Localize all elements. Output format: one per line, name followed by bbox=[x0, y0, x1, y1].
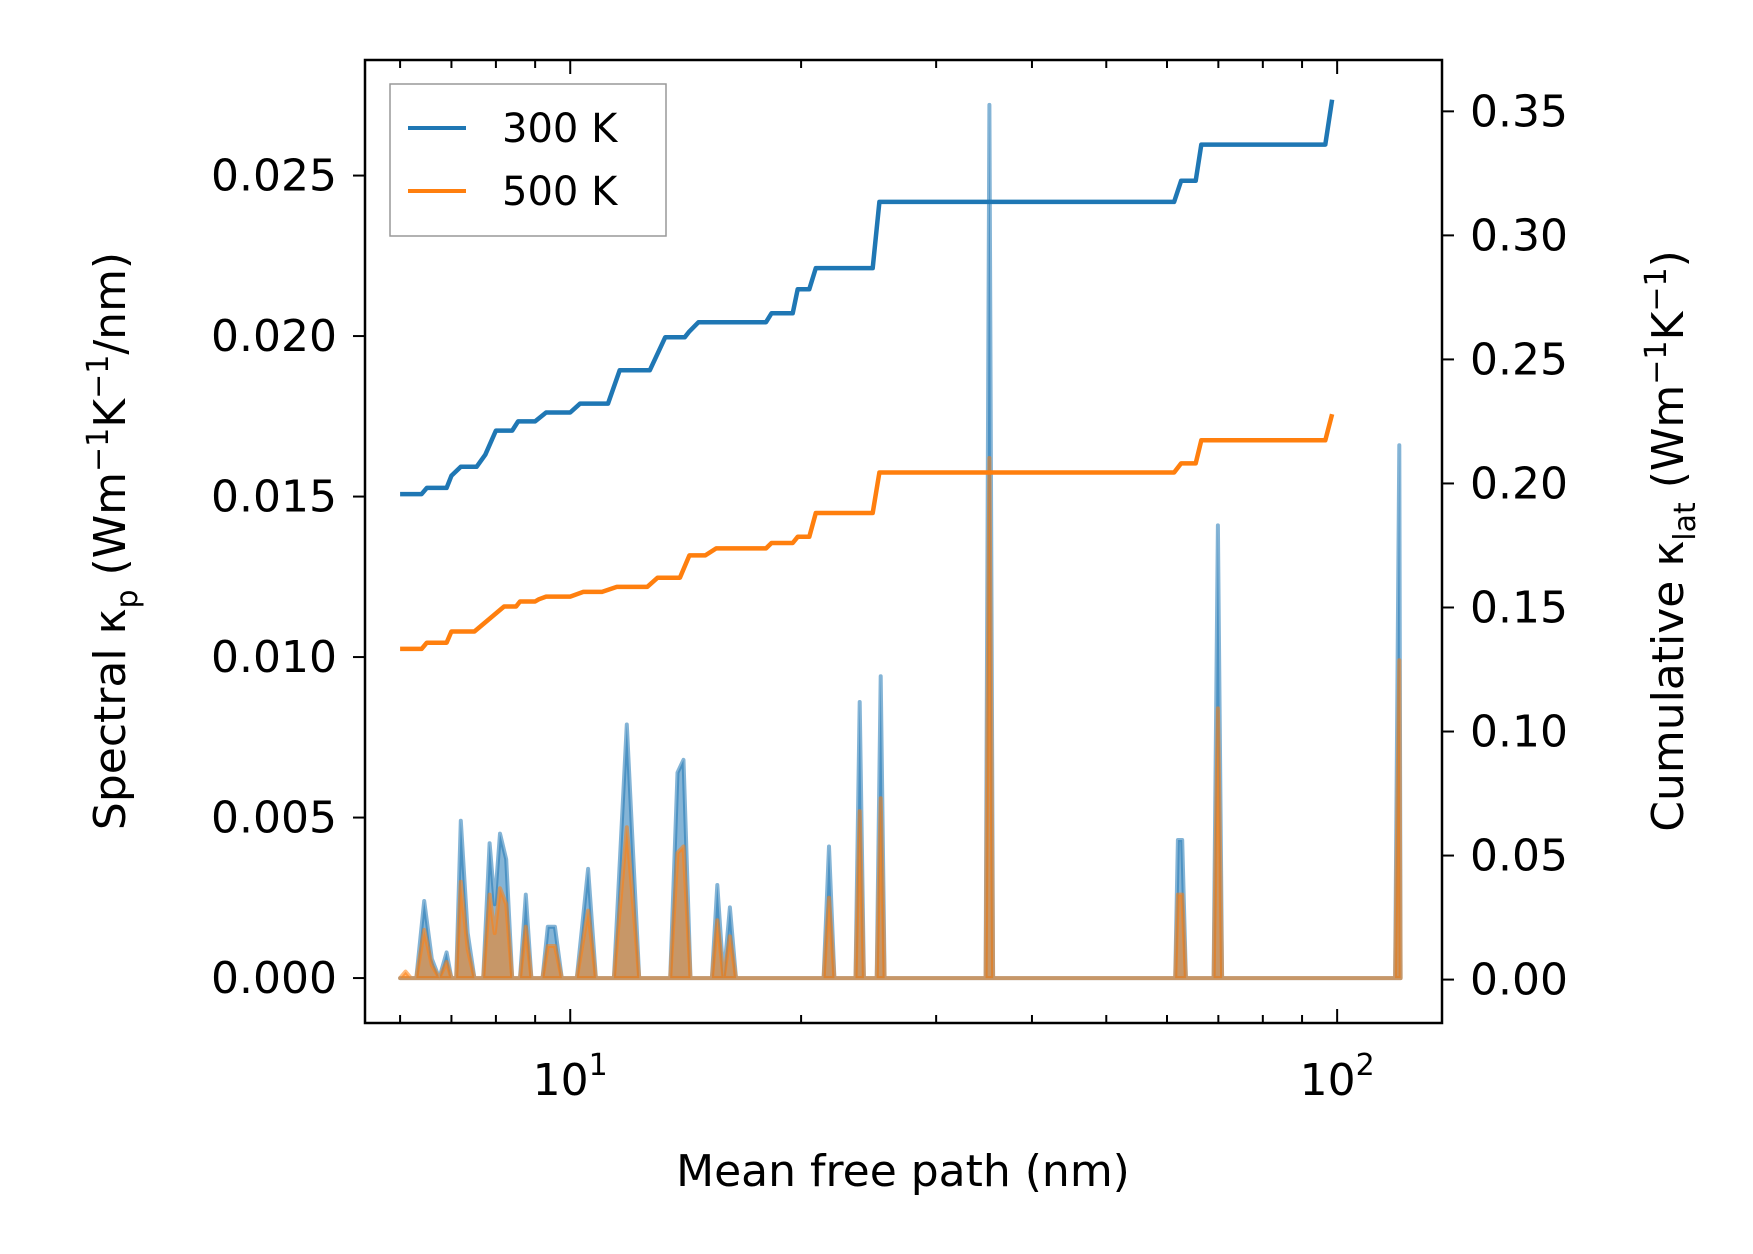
ticks-layer bbox=[353, 60, 1454, 1023]
tick-labels-layer: 0.000 0.005 0.010 0.015 0.020 0.025 0.00 0.05 0.… bbox=[211, 86, 1568, 1106]
x-axis-title: Mean free path (nm) bbox=[676, 1146, 1130, 1197]
left-y-tick-label: 0.020 bbox=[211, 311, 337, 362]
legend-frame bbox=[389, 83, 667, 237]
left-y-axis-title: Spectral κp (Wm−1K−1/nm) bbox=[81, 252, 145, 830]
cumulative-line-500k bbox=[400, 413, 1335, 652]
legend-label-500k: 500 K bbox=[502, 169, 619, 215]
cumulative-line-300k bbox=[400, 99, 1335, 497]
right-y-tick-label: 0.35 bbox=[1470, 86, 1568, 137]
left-y-tick-label: 0.025 bbox=[211, 151, 337, 202]
legend: 300 K 500 K bbox=[389, 83, 667, 237]
plot-frame bbox=[363, 58, 1444, 1025]
left-y-tick-label: 0.000 bbox=[211, 953, 337, 1004]
left-y-tick-label: 0.005 bbox=[211, 793, 337, 844]
cumulative-series-layer bbox=[400, 99, 1335, 652]
left-y-tick-label: 0.015 bbox=[211, 472, 337, 523]
right-y-tick-label: 0.10 bbox=[1470, 707, 1568, 758]
legend-label-300k: 300 K bbox=[502, 106, 619, 152]
right-y-axis-title: Cumulative κlat (Wm−1K−1) bbox=[1639, 250, 1703, 832]
right-y-tick-label: 0.05 bbox=[1470, 831, 1568, 882]
right-y-tick-label: 0.25 bbox=[1470, 334, 1568, 385]
x-tick-label: 102 bbox=[1300, 1048, 1375, 1106]
x-tick-label: 101 bbox=[533, 1048, 608, 1106]
right-y-tick-label: 0.00 bbox=[1470, 955, 1568, 1006]
left-y-tick-label: 0.010 bbox=[211, 632, 337, 683]
spectral-area-500k bbox=[398, 456, 1403, 981]
spectral-series-layer bbox=[398, 102, 1403, 981]
right-y-tick-label: 0.20 bbox=[1470, 458, 1568, 509]
right-y-tick-label: 0.15 bbox=[1470, 582, 1568, 633]
right-y-tick-label: 0.30 bbox=[1470, 210, 1568, 261]
